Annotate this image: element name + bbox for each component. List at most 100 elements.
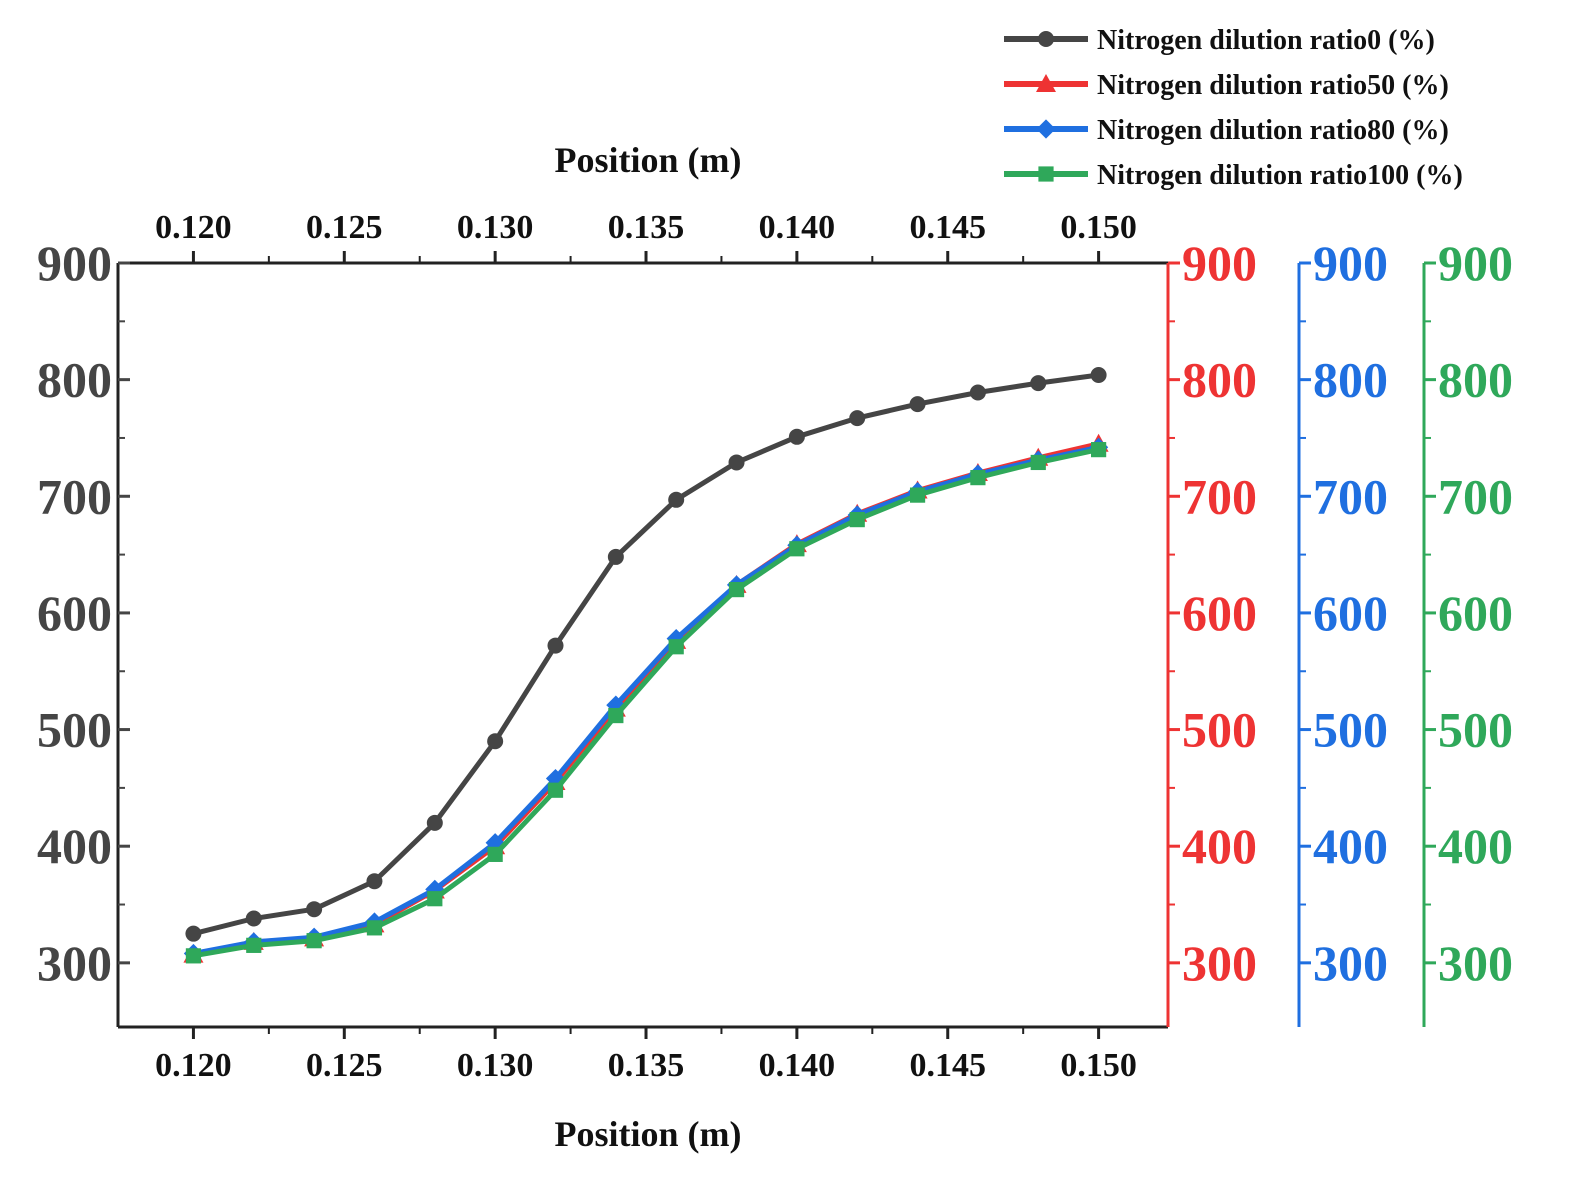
legend-marker [1036,74,1056,92]
data-point [666,628,686,649]
data-point [608,707,624,724]
x-tick-label-top: 0.120 [155,209,232,246]
y-tick-label-left: 500 [37,702,112,758]
y-tick-label-right-3: 900 [1438,235,1513,291]
legend-label: Nitrogen dilution ratio80 (%) [1097,115,1449,146]
y-tick-label-left: 800 [37,352,112,408]
x-tick-label-bottom: 0.145 [909,1047,986,1084]
data-point [607,548,624,565]
data-point [1090,366,1107,383]
legend-label: Nitrogen dilution ratio50 (%) [1097,70,1449,101]
data-point [788,428,805,445]
x-tick-label-bottom: 0.150 [1060,1047,1137,1084]
x-tick-label-top: 0.145 [909,209,986,246]
data-point [487,733,504,750]
x-tick-label-bottom: 0.120 [155,1047,232,1084]
series-0 [185,366,1107,942]
y-tick-label-right-3: 800 [1438,352,1513,408]
data-point [487,846,503,862]
y-tick-label-left: 700 [37,468,112,524]
data-point [909,487,926,503]
data-point [427,891,443,907]
data-point [668,491,685,508]
y-tick-label-right-1: 300 [1182,935,1257,991]
y-tick-label-right-2: 600 [1313,585,1388,641]
data-point [547,782,564,798]
data-point [909,396,926,413]
y-tick-label-right-1: 700 [1182,468,1257,524]
x-axis-title-top: Position (m) [555,140,742,180]
series-line-3 [192,447,1100,959]
x-axis-title-bottom: Position (m) [555,1114,742,1154]
legend: Nitrogen dilution ratio0 (%) Nitrogen dil… [1004,25,1463,191]
data-point [969,384,986,401]
data-point [849,410,866,427]
y-tick-label-right-2: 300 [1313,935,1388,991]
data-point [728,581,745,598]
data-point [425,879,445,899]
y-tick-label-right-3: 300 [1438,935,1513,991]
y-tick-label-right-1: 600 [1182,585,1257,641]
axes: 0.120 0.120 0.125 0.125 0.130 0.130 0.135 0.135… [37,209,1513,1084]
y-tick-label-right-2: 700 [1313,468,1388,524]
y-tick-label-left: 600 [37,585,112,641]
y-tick-label-left: 900 [37,235,112,291]
data-point [366,873,383,890]
x-tick-label-top: 0.150 [1060,209,1137,246]
y-tick-label-right-2: 800 [1313,352,1388,408]
y-tick-label-right-2: 900 [1313,235,1388,291]
data-point [728,454,745,471]
y-tick-label-right-1: 500 [1182,702,1257,758]
x-tick-label-bottom: 0.140 [759,1047,836,1084]
legend-marker [1036,119,1056,139]
x-tick-label-bottom: 0.125 [306,1047,383,1084]
x-tick-label-top: 0.125 [306,209,383,246]
data-point [849,512,865,528]
y-tick-label-right-1: 900 [1182,235,1257,291]
series-3 [185,442,1107,964]
x-tick-label-bottom: 0.130 [457,1047,534,1084]
legend-label: Nitrogen dilution ratio100 (%) [1097,160,1463,191]
data-point [970,470,986,486]
series-line-0 [192,372,1099,937]
data-point [789,541,805,557]
data-point [246,937,262,953]
data-point [1091,442,1107,458]
series-line-2 [192,444,1100,956]
y-tick-label-right-3: 400 [1438,818,1513,874]
data-point [1030,454,1046,471]
series-2 [183,437,1109,964]
data-point [1030,375,1047,392]
series-1 [183,433,1109,963]
y-tick-label-right-2: 400 [1313,818,1388,874]
y-tick-label-right-3: 500 [1438,702,1513,758]
legend-marker [1038,166,1054,182]
data-point [668,639,684,655]
y-tick-label-right-1: 400 [1182,818,1257,874]
y-tick-label-right-2: 500 [1313,702,1388,758]
data-point [426,814,443,831]
data-point [366,920,383,936]
data-point [306,933,322,949]
legend-label: Nitrogen dilution ratio0 (%) [1097,25,1435,56]
y-tick-label-left: 400 [37,818,112,874]
plot-frame [116,261,1168,1029]
x-tick-label-bottom: 0.135 [608,1047,685,1084]
y-tick-label-right-3: 600 [1438,585,1513,641]
x-tick-label-top: 0.140 [759,209,836,246]
y-tick-label-left: 300 [37,935,112,991]
legend-marker [1038,31,1054,47]
series-line-1 [192,441,1100,958]
data-point [306,901,323,918]
data-point [185,925,202,942]
data-point [547,637,564,654]
data-point [185,948,202,964]
series-group [183,366,1109,964]
x-tick-label-top: 0.135 [608,209,685,246]
data-point [485,833,505,853]
y-tick-label-right-3: 700 [1438,468,1513,524]
x-tick-label-top: 0.130 [457,209,534,246]
data-point [245,910,262,927]
y-tick-label-right-1: 800 [1182,352,1257,408]
